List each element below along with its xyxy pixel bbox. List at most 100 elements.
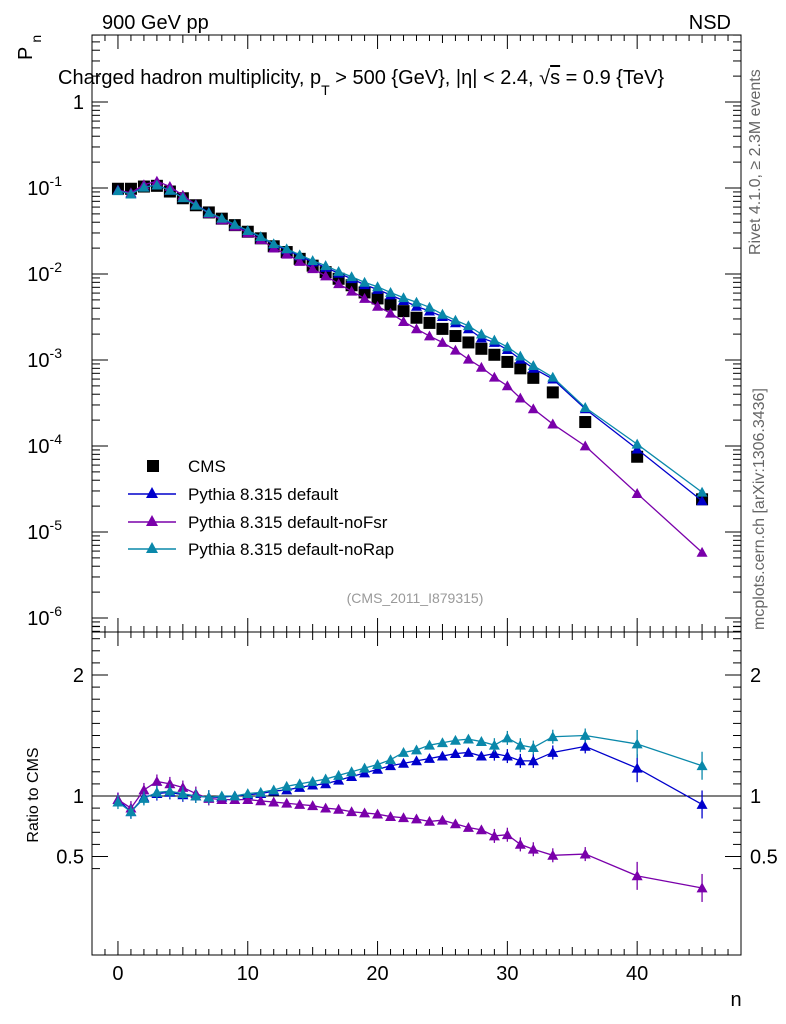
ratio-point-pythia-8-315-default xyxy=(514,755,526,766)
ratio-y-tick-label: 1 xyxy=(73,786,84,808)
ratio-point-pythia-8-315-default xyxy=(411,755,422,766)
ratio-point-pythia-8-315-default-nofsr xyxy=(372,808,384,819)
data-point-pythia-8-315-default-norap xyxy=(229,218,241,229)
data-point-cms xyxy=(488,348,501,361)
data-point-pythia-8-315-default-norap xyxy=(216,212,228,223)
data-point-pythia-8-315-default-norap xyxy=(547,371,559,382)
y-tick-label: 10-2 xyxy=(27,259,62,286)
legend-marker-default xyxy=(146,487,158,498)
data-point-pythia-8-315-default-norap xyxy=(514,350,526,361)
data-point-pythia-8-315-default-nofsr xyxy=(307,263,319,274)
data-point-cms xyxy=(410,311,423,324)
data-point-pythia-8-315-default-nofsr xyxy=(631,488,643,498)
data-point-pythia-8-315-default-nofsr xyxy=(385,307,397,318)
ratio-point-pythia-8-315-default-norap xyxy=(138,792,150,803)
legend-label-nofsr: Pythia 8.315 default-noFsr xyxy=(188,513,388,532)
data-point-pythia-8-315-default-norap xyxy=(631,438,643,449)
header-left: 900 GeV pp xyxy=(102,12,209,34)
data-point-pythia-8-315-default-norap xyxy=(488,334,500,345)
ratio-point-pythia-8-315-default-nofsr xyxy=(514,838,526,849)
ratio-point-pythia-8-315-default-norap xyxy=(579,730,591,740)
ratio-point-pythia-8-315-default-norap xyxy=(631,738,643,749)
ratio-point-pythia-8-315-default-nofsr xyxy=(462,821,474,832)
data-point-pythia-8-315-default-norap xyxy=(346,271,358,282)
data-point-cms xyxy=(436,322,449,335)
ratio-point-pythia-8-315-default-norap xyxy=(216,790,228,801)
ratio-point-pythia-8-315-default xyxy=(436,750,448,761)
ratio-point-pythia-8-315-default-norap xyxy=(307,775,319,786)
chart-title: Charged hadron multiplicity, pT > 500 {G… xyxy=(58,67,664,98)
data-point-pythia-8-315-default-nofsr xyxy=(294,255,306,266)
legend-marker-cms xyxy=(147,460,159,472)
ratio-point-pythia-8-315-default-norap xyxy=(359,762,371,773)
y-axis-label-ratio: Ratio to CMS xyxy=(25,747,42,842)
ratio-point-pythia-8-315-default-norap xyxy=(398,746,410,757)
ratio-point-pythia-8-315-default-norap xyxy=(696,760,708,771)
data-point-cms xyxy=(462,336,475,349)
ratio-point-pythia-8-315-default-nofsr xyxy=(268,796,280,807)
ratio-y-tick-label: 0.5 xyxy=(56,847,84,869)
data-point-cms xyxy=(579,416,592,429)
data-point-pythia-8-315-default-nofsr xyxy=(514,392,526,403)
ratio-point-pythia-8-315-default xyxy=(547,746,559,757)
ratio-point-pythia-8-315-default-nofsr xyxy=(164,778,176,789)
ratio-point-pythia-8-315-default-norap xyxy=(547,731,559,742)
ratio-point-pythia-8-315-default-norap xyxy=(385,754,397,765)
data-point-pythia-8-315-default-norap xyxy=(320,260,332,271)
data-point-pythia-8-315-default-norap xyxy=(398,292,410,303)
ratio-point-pythia-8-315-default-norap xyxy=(164,785,176,796)
ratio-point-pythia-8-315-default-nofsr xyxy=(436,814,448,825)
analysis-id: (CMS_2011_I879315) xyxy=(347,590,484,606)
ratio-point-pythia-8-315-default-norap xyxy=(488,739,500,750)
ratio-point-pythia-8-315-default-norap xyxy=(346,766,358,777)
data-point-cms xyxy=(449,330,462,343)
ratio-point-pythia-8-315-default-nofsr xyxy=(501,829,513,840)
legend: CMS Pythia 8.315 default Pythia 8.315 de… xyxy=(128,457,394,559)
data-point-pythia-8-315-default-nofsr xyxy=(398,316,410,326)
data-point-pythia-8-315-default-norap xyxy=(268,238,280,249)
x-tick-label: 40 xyxy=(626,963,648,985)
legend-marker-norap xyxy=(146,542,158,553)
header-right: NSD xyxy=(689,12,731,34)
series-line-pythia-8-315-default-norap xyxy=(117,184,703,493)
data-point-pythia-8-315-default-norap xyxy=(372,281,384,292)
ratio-point-pythia-8-315-default xyxy=(527,755,539,766)
ratio-point-pythia-8-315-default-nofsr xyxy=(151,775,163,786)
ratio-point-pythia-8-315-default-norap xyxy=(514,739,526,750)
ratio-point-pythia-8-315-default-nofsr xyxy=(320,802,332,813)
data-point-pythia-8-315-default xyxy=(696,495,708,506)
data-point-pythia-8-315-default-nofsr xyxy=(411,323,422,334)
data-point-pythia-8-315-default-norap xyxy=(475,328,487,339)
ratio-point-pythia-8-315-default-nofsr xyxy=(281,797,293,808)
ratio-point-pythia-8-315-default xyxy=(423,752,435,763)
ratio-y-tick-label-right: 0.5 xyxy=(750,847,778,869)
data-point-cms xyxy=(514,362,527,375)
ratio-point-pythia-8-315-default-norap xyxy=(177,788,189,798)
data-point-pythia-8-315-default-nofsr xyxy=(359,292,371,303)
data-point-pythia-8-315-default-norap xyxy=(359,276,371,287)
legend-label-norap: Pythia 8.315 default-noRap xyxy=(188,540,394,559)
ratio-point-pythia-8-315-default-nofsr xyxy=(547,849,559,860)
data-point-pythia-8-315-default-norap xyxy=(294,249,306,260)
ratio-point-pythia-8-315-default-nofsr xyxy=(449,818,461,829)
data-point-pythia-8-315-default-norap xyxy=(151,179,163,190)
ratio-point-pythia-8-315-default-norap xyxy=(242,788,254,798)
ratio-panel: 0 10 20 30 40 0.5 0.5 1 1 2 2 xyxy=(56,626,778,985)
ratio-frame xyxy=(91,631,742,956)
ratio-point-pythia-8-315-default-norap xyxy=(294,778,306,789)
x-tick-label: 10 xyxy=(237,963,259,985)
legend-label-cms: CMS xyxy=(188,457,226,476)
data-point-cms xyxy=(423,316,436,329)
data-point-cms xyxy=(384,298,397,311)
data-point-pythia-8-315-default-nofsr xyxy=(488,371,500,382)
data-point-pythia-8-315-default-nofsr xyxy=(436,336,448,347)
x-tick-label: 30 xyxy=(496,963,518,985)
data-point-pythia-8-315-default-norap xyxy=(190,199,202,210)
data-point-pythia-8-315-default-nofsr xyxy=(372,300,384,311)
data-point-cms xyxy=(546,386,559,399)
data-point-pythia-8-315-default-nofsr xyxy=(527,403,539,414)
data-point-pythia-8-315-default-norap xyxy=(164,184,176,195)
ratio-point-pythia-8-315-default-nofsr xyxy=(307,800,319,811)
y-tick-label: 1 xyxy=(73,92,84,114)
data-point-cms xyxy=(631,450,644,463)
